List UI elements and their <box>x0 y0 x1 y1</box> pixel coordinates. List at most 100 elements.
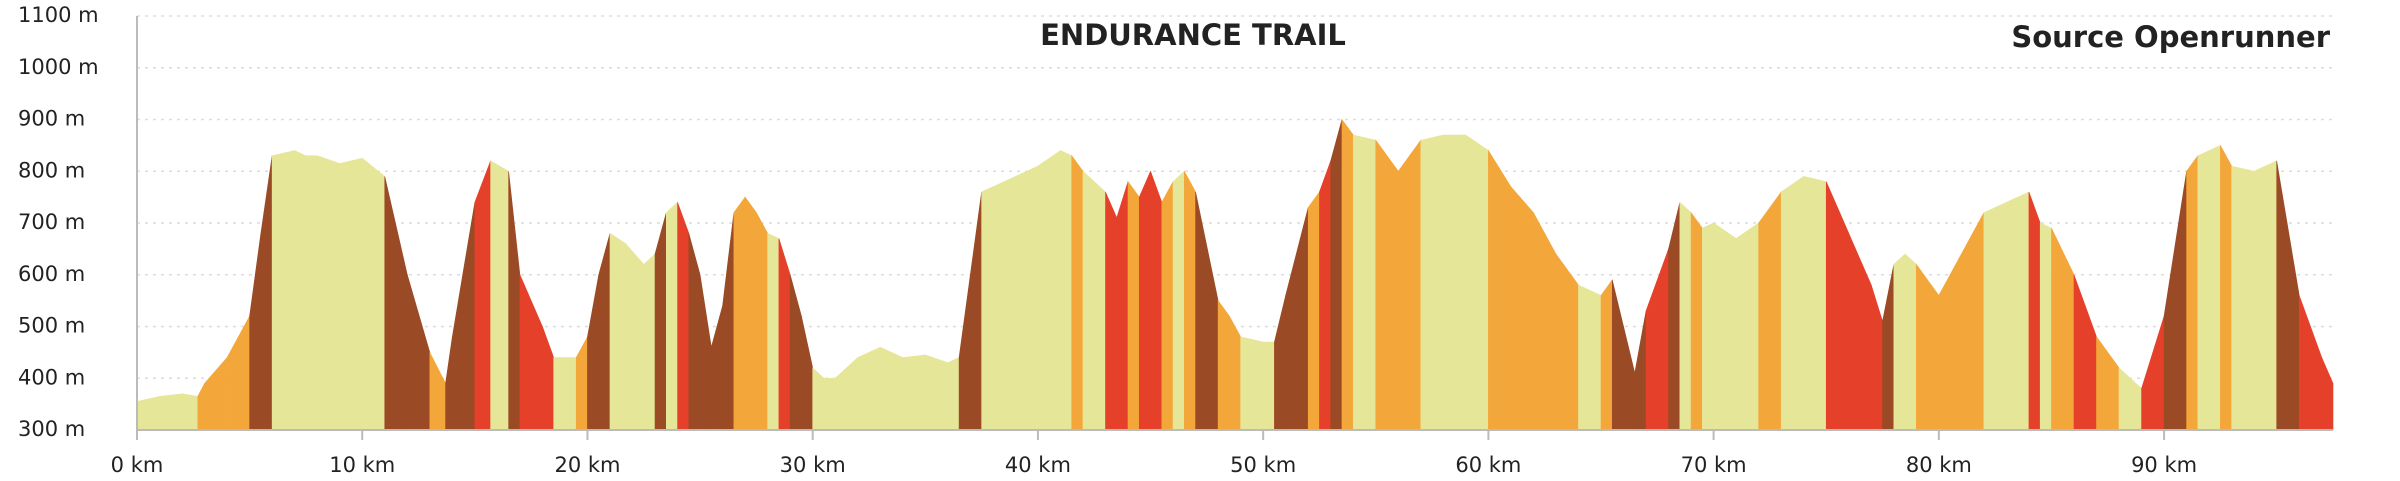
elevation-segment <box>1127 180 1140 431</box>
elevation-segment <box>1060 150 1073 431</box>
elevation-segment <box>1217 299 1230 431</box>
elevation-segment <box>2253 160 2277 431</box>
elevation-segment <box>609 232 627 431</box>
x-tick-label: 0 km <box>111 453 164 477</box>
elevation-segment <box>733 196 746 431</box>
x-tick-label: 70 km <box>1681 453 1747 477</box>
elevation-segment <box>2186 154 2199 431</box>
elevation-segment <box>1037 149 1061 431</box>
elevation-segment <box>490 160 509 431</box>
elevation-segment <box>249 233 262 431</box>
elevation-segment <box>598 233 611 431</box>
elevation-segment <box>2197 150 2210 431</box>
elevation-segment <box>1341 118 1354 431</box>
elevation-segment <box>508 171 521 431</box>
y-tick-label: 1000 m <box>18 55 99 79</box>
elevation-segment <box>474 160 491 431</box>
elevation-segment <box>1330 119 1343 431</box>
elevation-segment <box>1533 212 1557 431</box>
elevation-segment <box>834 356 859 431</box>
y-tick-label: 700 m <box>18 210 85 234</box>
elevation-segment <box>1600 279 1613 431</box>
elevation-segment <box>1668 202 1681 431</box>
elevation-segment <box>1397 139 1422 431</box>
elevation-segment <box>947 357 960 431</box>
elevation-segment <box>992 175 1016 431</box>
elevation-segment <box>2220 145 2232 431</box>
elevation-segment <box>587 274 600 431</box>
elevation-segment <box>677 202 690 431</box>
elevation-segment <box>1758 191 1782 431</box>
elevation-segment <box>159 393 183 431</box>
elevation-segment <box>1803 176 1827 431</box>
x-tick-label: 60 km <box>1455 453 1521 477</box>
elevation-segment <box>1285 207 1309 431</box>
elevation-segment <box>1375 139 1399 431</box>
elevation-segment <box>2298 295 2323 431</box>
elevation-segment <box>767 232 780 431</box>
elevation-segment <box>1274 295 1286 431</box>
elevation-segment <box>1240 336 1264 431</box>
elevation-segment <box>699 274 712 431</box>
elevation-segment <box>823 377 836 431</box>
elevation-segment <box>1916 263 1940 431</box>
elevation-segment <box>1443 134 1467 431</box>
x-tick-label: 30 km <box>780 453 846 477</box>
y-tick-label: 800 m <box>18 158 85 182</box>
elevation-segment <box>1904 253 1917 431</box>
x-tick-label: 80 km <box>1906 453 1972 477</box>
elevation-segment <box>1184 171 1196 431</box>
elevation-segment <box>2073 274 2097 431</box>
elevation-segment <box>2039 222 2052 431</box>
elevation-segment <box>1690 211 1703 431</box>
elevation-segment <box>1780 175 1805 431</box>
y-tick-label: 900 m <box>18 107 85 131</box>
elevation-segment <box>778 238 791 431</box>
elevation-segment <box>305 155 318 431</box>
elevation-segment <box>1510 185 1534 431</box>
x-tick-label: 50 km <box>1230 453 1296 477</box>
elevation-segment <box>1611 279 1624 431</box>
elevation-segment <box>722 212 735 431</box>
elevation-segment <box>1015 165 1039 431</box>
elevation-segment <box>812 367 825 431</box>
elevation-segment <box>271 150 295 431</box>
elevation-segment <box>339 157 363 431</box>
elevation-segment <box>445 336 453 431</box>
elevation-segment <box>970 191 982 431</box>
elevation-segment <box>1420 134 1444 431</box>
elevation-segment <box>1352 134 1377 431</box>
elevation-segment <box>1319 160 1332 431</box>
elevation-segment <box>1938 253 1962 431</box>
elevation-segment <box>1262 341 1275 431</box>
elevation-segment <box>1229 316 1241 431</box>
elevation-segment <box>902 354 926 431</box>
elevation-segment <box>1071 154 1084 431</box>
elevation-segment <box>1307 191 1320 431</box>
elevation-segment <box>1645 248 1669 431</box>
elevation-segment <box>801 316 813 431</box>
elevation-segment <box>1702 222 1714 431</box>
elevation-segment <box>406 274 431 431</box>
elevation-segment <box>625 242 645 431</box>
elevation-segment <box>1623 326 1636 431</box>
elevation-segment <box>1713 222 1737 431</box>
elevation-segment <box>756 212 768 431</box>
elevation-segment <box>136 395 160 431</box>
y-tick-label: 500 m <box>18 314 85 338</box>
y-tick-label: 600 m <box>18 262 85 286</box>
elevation-segment <box>958 274 971 431</box>
elevation-segment <box>857 346 881 431</box>
elevation-segment <box>2208 144 2221 431</box>
elevation-segment <box>197 383 205 431</box>
x-tick-label: 90 km <box>2131 453 2197 477</box>
x-tick-label: 40 km <box>1005 453 1071 477</box>
elevation-segment <box>2141 316 2165 431</box>
elevation-segment <box>1679 201 1692 431</box>
elevation-segment <box>925 354 949 431</box>
elevation-segment <box>316 155 341 431</box>
elevation-segment <box>2163 171 2187 431</box>
elevation-segment <box>519 274 543 431</box>
elevation-segment <box>688 233 701 431</box>
elevation-segment <box>204 356 228 431</box>
